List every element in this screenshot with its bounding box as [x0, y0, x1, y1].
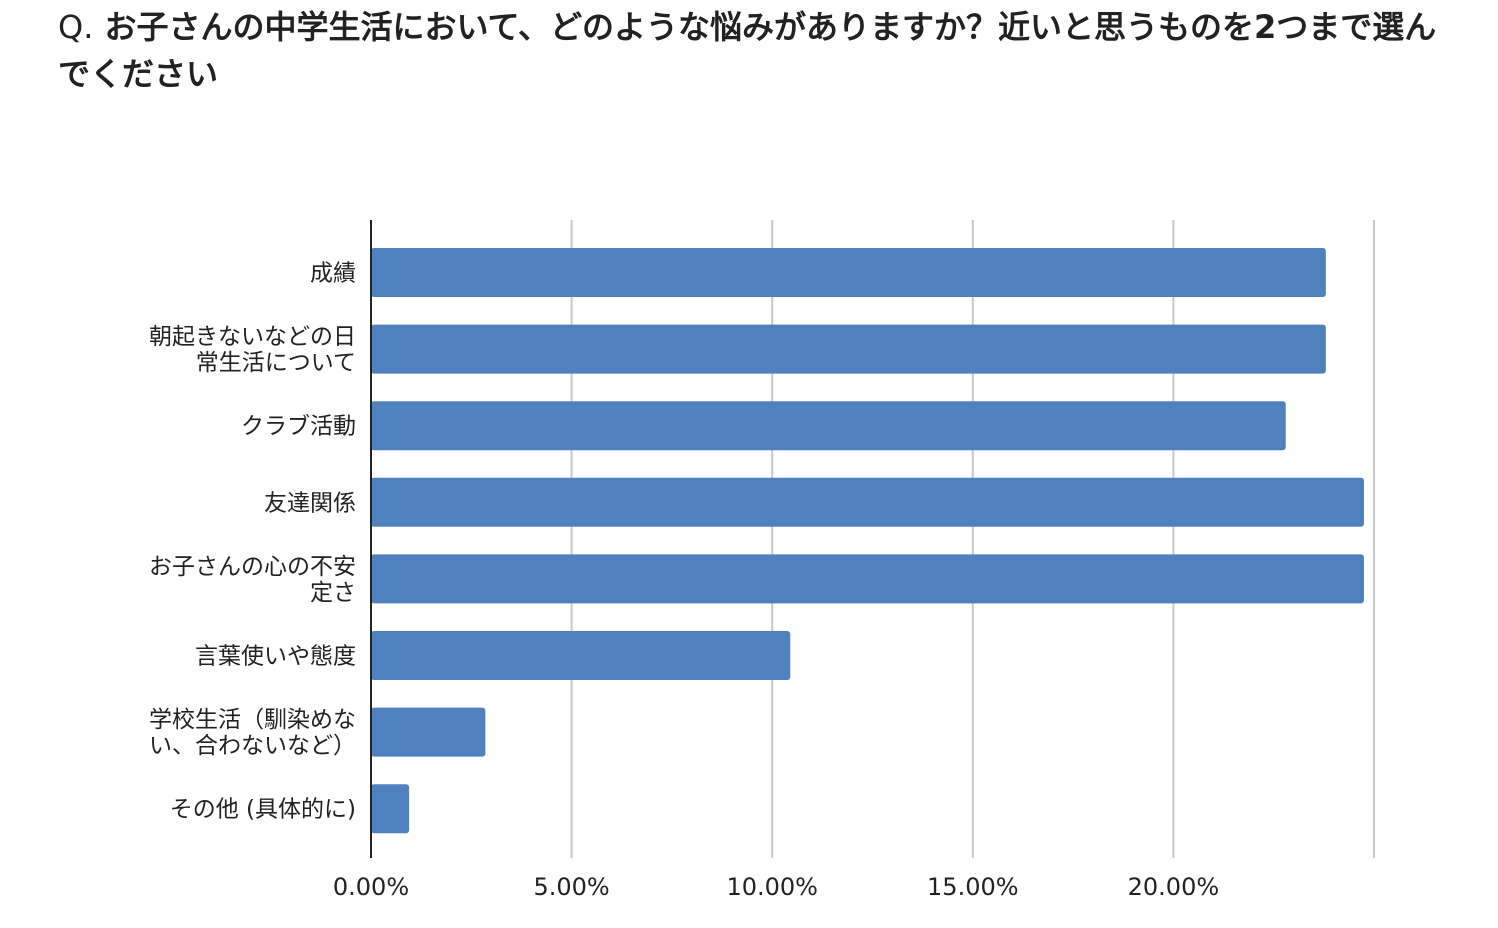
category-label: 友達関係 [264, 490, 356, 516]
category-label: 学校生活（馴染めない、合わないなど） [149, 707, 356, 759]
grid-lines [570, 220, 1375, 858]
bar [371, 324, 1326, 374]
category-labels: 成績朝起きないなどの日常生活についてクラブ活動友達関係お子さんの心の不安定さ言葉… [149, 261, 356, 823]
tick-labels: 0.00% 5.00% 10.00% 15.00% 20.00% [333, 873, 1219, 901]
x-tick-label: 0.00% [333, 873, 409, 901]
category-label: 言葉使いや態度 [195, 644, 356, 670]
category-label: その他 (具体的に) [170, 797, 356, 823]
bar [371, 477, 1364, 527]
category-label: 成績 [310, 261, 356, 287]
category-label: クラブ活動 [241, 414, 356, 440]
x-tick-label: 5.00% [533, 873, 609, 901]
x-tick-label: 10.00% [726, 873, 818, 901]
x-tick-label: 20.00% [1128, 873, 1220, 901]
bar [371, 554, 1364, 604]
x-tick-label: 15.00% [927, 873, 1019, 901]
bar [371, 784, 410, 834]
category-label: お子さんの心の不安定さ [149, 554, 356, 606]
bar [371, 248, 1326, 297]
bar [371, 631, 791, 680]
question-title: Q. お子さんの中学生活において、どのような悩みがありますか？近いと思うものを2… [58, 4, 1438, 98]
bar [371, 707, 486, 757]
question-text: お子さんの中学生活において、どのような悩みがありますか？近いと思うものを2つまで… [58, 8, 1437, 93]
question-prefix: Q. [58, 8, 94, 46]
bars [371, 248, 1364, 834]
bar [371, 401, 1286, 451]
category-label: 朝起きないなどの日常生活について [149, 324, 356, 376]
